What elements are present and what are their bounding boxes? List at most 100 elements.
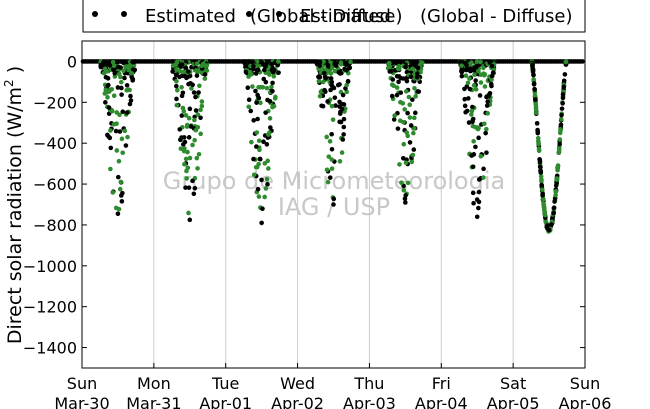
data-point <box>531 72 536 78</box>
data-point <box>472 72 477 77</box>
x-axis: SunMar-30MonMar-31TueApr-01WedApr-02ThuA… <box>54 363 611 409</box>
data-point <box>275 59 281 64</box>
data-point <box>415 71 420 77</box>
data-point <box>325 179 331 185</box>
data-point <box>179 113 185 118</box>
data-point <box>329 65 335 71</box>
data-point <box>487 60 493 65</box>
data-point <box>263 186 269 191</box>
data-point <box>107 62 112 68</box>
data-point <box>336 70 342 75</box>
data-point <box>256 194 262 199</box>
data-point <box>247 69 253 75</box>
data-point <box>272 96 278 101</box>
data-point <box>119 85 124 91</box>
data-point <box>128 62 133 68</box>
data-point <box>186 135 192 140</box>
x-tick-label-day: Tue <box>211 374 239 393</box>
data-point <box>181 108 187 114</box>
data-point <box>255 186 261 192</box>
data-point <box>98 62 104 68</box>
data-point <box>467 86 473 92</box>
data-point <box>185 165 191 171</box>
data-point <box>108 166 113 172</box>
data-point <box>258 156 263 162</box>
data-point <box>561 84 567 90</box>
data-point <box>475 126 481 132</box>
y-tick-label: −400 <box>33 134 77 153</box>
data-point <box>183 113 189 118</box>
data-point-peak <box>546 227 552 233</box>
data-point <box>251 63 256 69</box>
data-point <box>184 75 189 81</box>
data-point <box>533 102 539 107</box>
legend-marker-global-diffuse <box>276 11 282 17</box>
data-point <box>193 108 199 113</box>
data-point <box>116 158 122 164</box>
data-point <box>398 99 403 105</box>
data-point <box>246 59 252 64</box>
data-point <box>403 64 408 70</box>
data-point <box>470 116 476 122</box>
data-point <box>537 159 543 165</box>
data-point <box>554 177 560 182</box>
data-point <box>473 78 478 83</box>
data-point <box>119 199 125 204</box>
data-point <box>326 154 332 159</box>
data-point <box>264 85 270 91</box>
data-point <box>392 113 397 118</box>
data-point <box>477 93 483 98</box>
data-point <box>258 84 263 90</box>
data-point <box>105 76 111 81</box>
data-point <box>344 89 350 95</box>
data-point <box>344 62 349 67</box>
x-tick-label-day: Sat <box>500 374 526 393</box>
data-point <box>248 108 254 114</box>
data-point <box>242 59 247 64</box>
data-point <box>463 73 469 79</box>
x-tick-label-date: Apr-02 <box>271 394 324 409</box>
data-point <box>246 97 252 103</box>
data-point <box>321 59 326 65</box>
data-point <box>326 69 332 74</box>
data-point <box>541 201 546 207</box>
data-points <box>80 59 585 234</box>
data-point <box>197 83 202 89</box>
y-tick-label: −200 <box>33 93 77 112</box>
data-point <box>185 149 190 155</box>
data-point <box>261 139 266 145</box>
x-tick-label-day: Mon <box>137 374 171 393</box>
data-point-peak <box>187 217 193 223</box>
x-tick-label-date: Apr-01 <box>199 394 252 409</box>
data-point <box>186 115 192 121</box>
data-point <box>466 120 472 125</box>
data-point <box>341 124 347 130</box>
data-point <box>398 90 404 95</box>
data-point <box>130 78 136 83</box>
data-point <box>174 78 179 84</box>
data-point <box>270 80 275 86</box>
data-point <box>194 73 200 78</box>
data-point <box>340 137 346 142</box>
data-point <box>190 142 195 148</box>
data-point <box>387 60 392 66</box>
data-point <box>459 63 464 68</box>
legend-marker-estimated <box>121 11 127 17</box>
data-point <box>192 185 198 191</box>
data-point <box>256 138 262 144</box>
data-point <box>473 144 478 150</box>
data-point <box>259 177 264 183</box>
data-point <box>470 190 476 196</box>
data-point <box>263 62 269 68</box>
data-point <box>484 126 489 132</box>
data-point <box>193 94 198 100</box>
data-point <box>339 150 345 155</box>
data-point <box>186 69 191 74</box>
data-point-peak <box>115 211 121 216</box>
data-point <box>108 128 113 133</box>
data-point <box>542 210 548 216</box>
data-point <box>340 92 346 98</box>
data-point <box>266 132 271 137</box>
data-point <box>399 180 404 186</box>
data-point <box>403 193 409 198</box>
